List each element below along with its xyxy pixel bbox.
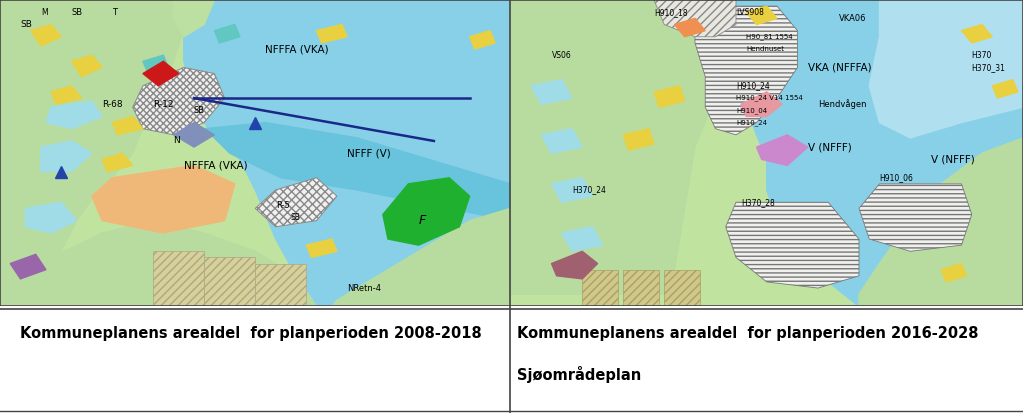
Polygon shape: [51, 86, 82, 104]
Polygon shape: [133, 0, 194, 46]
Polygon shape: [725, 0, 1023, 306]
Polygon shape: [0, 221, 316, 306]
Polygon shape: [31, 24, 61, 46]
Polygon shape: [92, 166, 235, 233]
Polygon shape: [531, 80, 572, 104]
Polygon shape: [941, 263, 967, 282]
Text: NFFF (V): NFFF (V): [347, 148, 391, 158]
Polygon shape: [541, 129, 582, 153]
Polygon shape: [316, 24, 347, 43]
Text: VS06: VS06: [551, 51, 571, 59]
Polygon shape: [510, 0, 725, 294]
Text: SB: SB: [20, 20, 33, 29]
Text: H910_18: H910_18: [654, 8, 687, 17]
Text: H910_24: H910_24: [736, 119, 767, 126]
Text: LVS908: LVS908: [736, 8, 764, 17]
Text: SB: SB: [194, 106, 205, 115]
Text: Hendvågen: Hendvågen: [818, 99, 866, 109]
Polygon shape: [133, 67, 225, 135]
Text: SB: SB: [72, 8, 83, 17]
Bar: [256, 263, 306, 306]
Bar: [664, 270, 700, 306]
Text: V (NFFF): V (NFFF): [931, 154, 975, 164]
Text: SB: SB: [291, 213, 301, 222]
Polygon shape: [859, 184, 972, 251]
Text: H370_24: H370_24: [572, 185, 606, 195]
Text: N: N: [174, 136, 180, 145]
Text: H910_24: H910_24: [736, 81, 769, 90]
Polygon shape: [674, 19, 705, 37]
Text: VKA (NFFFA): VKA (NFFFA): [808, 62, 872, 72]
Text: H910_06: H910_06: [880, 173, 914, 182]
Text: H90_81 1554: H90_81 1554: [746, 33, 793, 40]
Polygon shape: [113, 116, 143, 135]
Polygon shape: [46, 101, 102, 129]
Polygon shape: [725, 202, 859, 288]
Polygon shape: [551, 178, 592, 202]
Bar: [623, 270, 659, 306]
Polygon shape: [143, 55, 169, 74]
Polygon shape: [0, 0, 194, 291]
Text: Kommuneplanens arealdel  for planperioden 2016-2028: Kommuneplanens arealdel for planperioden…: [517, 325, 978, 341]
Polygon shape: [859, 138, 1023, 306]
Polygon shape: [695, 6, 798, 135]
Text: R-5: R-5: [275, 201, 290, 210]
Polygon shape: [383, 178, 470, 245]
Text: M: M: [41, 8, 47, 17]
Polygon shape: [26, 202, 77, 233]
Text: H370_31: H370_31: [972, 63, 1006, 72]
Polygon shape: [654, 86, 684, 107]
Bar: [153, 251, 205, 306]
Text: H910_04: H910_04: [736, 107, 767, 114]
Text: Kommuneplanens arealdel  for planperioden 2008-2018: Kommuneplanens arealdel for planperioden…: [20, 325, 482, 341]
Text: R-12: R-12: [153, 100, 174, 109]
Bar: [582, 270, 618, 306]
Text: NFFFA (VKA): NFFFA (VKA): [184, 161, 248, 171]
Polygon shape: [470, 31, 495, 49]
Polygon shape: [331, 209, 510, 306]
Text: H370: H370: [972, 51, 992, 59]
Polygon shape: [102, 153, 133, 172]
Polygon shape: [562, 227, 603, 251]
Polygon shape: [184, 0, 510, 306]
Polygon shape: [962, 24, 992, 43]
Polygon shape: [306, 239, 337, 257]
Polygon shape: [41, 141, 92, 172]
Text: H370_28: H370_28: [741, 198, 774, 207]
Polygon shape: [551, 251, 597, 279]
Text: VKA06: VKA06: [839, 14, 866, 23]
Polygon shape: [143, 61, 179, 86]
Polygon shape: [992, 80, 1018, 98]
Polygon shape: [174, 0, 215, 37]
Text: NFFFA (VKA): NFFFA (VKA): [265, 44, 329, 54]
Polygon shape: [174, 123, 215, 147]
Polygon shape: [741, 92, 783, 116]
Polygon shape: [205, 123, 510, 221]
Text: F: F: [418, 214, 426, 227]
Polygon shape: [256, 178, 337, 227]
Text: Hendnuset: Hendnuset: [746, 46, 785, 52]
Text: NRetn-4: NRetn-4: [347, 284, 382, 292]
Polygon shape: [756, 135, 808, 166]
Text: R-68: R-68: [102, 100, 123, 109]
Text: T: T: [113, 8, 118, 17]
Text: H910_24 V14 1554: H910_24 V14 1554: [736, 95, 803, 102]
Polygon shape: [72, 55, 102, 76]
Polygon shape: [215, 24, 240, 43]
Polygon shape: [623, 129, 654, 150]
Bar: [205, 257, 256, 306]
Text: V (NFFF): V (NFFF): [808, 142, 851, 152]
Polygon shape: [654, 0, 736, 37]
Polygon shape: [746, 6, 777, 24]
Polygon shape: [870, 0, 1023, 138]
Polygon shape: [10, 254, 46, 279]
Text: Sjøområdeplan: Sjøområdeplan: [517, 366, 640, 383]
